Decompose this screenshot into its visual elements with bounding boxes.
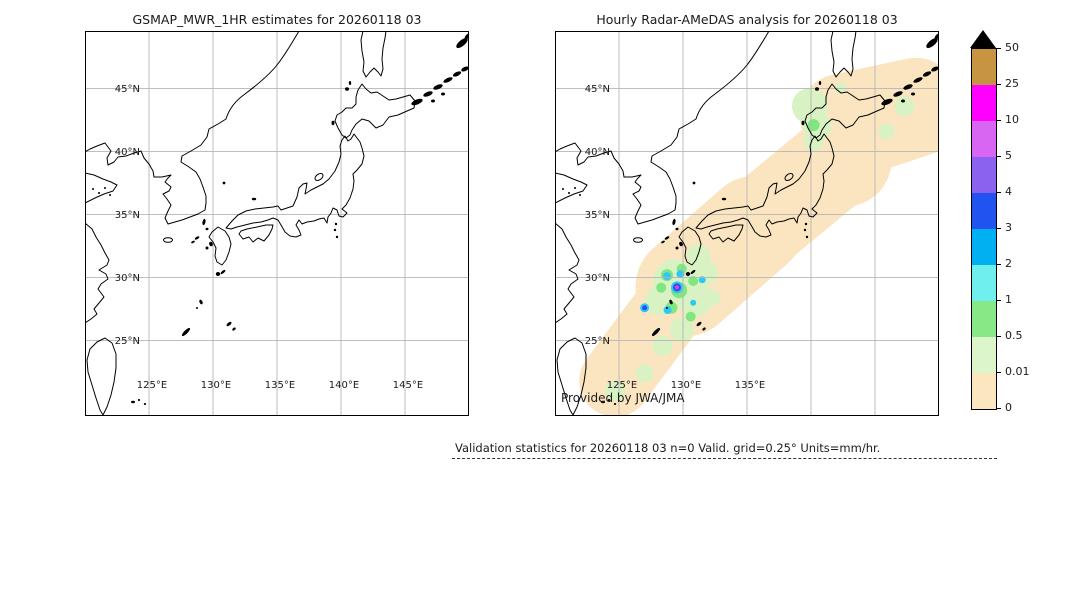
colorbar-over-triangle — [970, 30, 996, 48]
colorbar-tick-label: 50 — [1005, 40, 1019, 54]
precip-patch-light — [669, 317, 694, 342]
precip-patch-light — [686, 244, 711, 269]
footer-dashed-line — [452, 458, 997, 459]
precip-patch-mod — [685, 311, 696, 322]
colorbar-tick — [997, 120, 1001, 121]
lon-axis-label: 130°E — [671, 380, 701, 391]
precip-patch-light — [704, 289, 721, 306]
colorbar-segment — [972, 193, 996, 229]
precip-patch-r2-3 — [690, 299, 697, 306]
colorbar-segment — [972, 121, 996, 157]
precip-patch-r2-3 — [663, 272, 671, 281]
lat-axis-label: 25°N — [115, 336, 140, 347]
colorbar-tick — [997, 156, 1001, 157]
axis-labels: 125°E 130°E 135°E 45°N 40°N 35°N 30°N 25°N — [585, 84, 765, 391]
gsmap-map-panel: 125°E 130°E 135°E 140°E 145°E 45°N 40°N 35°N 30°… — [85, 31, 469, 416]
colorbar-tick — [997, 192, 1001, 193]
lon-axis-label: 125°E — [607, 380, 637, 391]
colorbar-segment — [972, 85, 996, 121]
graticule — [85, 31, 469, 416]
colorbar-tick-label: 0.5 — [1005, 328, 1023, 342]
colorbar-segment — [972, 373, 996, 409]
lat-axis-label: 35°N — [585, 210, 610, 221]
colorbar-tick-label: 10 — [1005, 112, 1019, 126]
colorbar-tick — [997, 48, 1001, 49]
lon-axis-label: 125°E — [137, 380, 167, 391]
colorbar-tick-label: 1 — [1005, 292, 1012, 306]
colorbar-tick-label: 0.01 — [1005, 364, 1030, 378]
colorbar-tick-label: 0 — [1005, 400, 1012, 414]
gsmap-map-svg: 125°E 130°E 135°E 140°E 145°E 45°N 40°N 35°N 30°… — [85, 31, 469, 416]
lon-axis-label: 135°E — [265, 380, 295, 391]
lon-axis-label: 130°E — [201, 380, 231, 391]
lat-axis-label: 40°N — [585, 147, 610, 158]
validation-stats-text: Validation statistics for 20260118 03 n=… — [455, 441, 881, 455]
colorbar-tick — [997, 336, 1001, 337]
lon-axis-label: 145°E — [393, 380, 423, 391]
precip-patch-light — [878, 123, 895, 140]
colorbar-tick — [997, 228, 1001, 229]
precip-patch-mod — [688, 276, 699, 286]
precip-patch-r2-3 — [663, 306, 672, 314]
colorbar-tick — [997, 372, 1001, 373]
lat-axis-label: 30°N — [115, 273, 140, 284]
precip-patch-r2-3 — [676, 270, 685, 279]
right-panel-title: Hourly Radar-AMeDAS analysis for 2026011… — [596, 12, 898, 27]
precip-patch-r2-3 — [698, 276, 706, 284]
lat-axis-label: 45°N — [585, 84, 610, 95]
colorbar-segment — [972, 49, 996, 85]
map-frame — [85, 31, 469, 416]
precip-patch-r10-25 — [675, 285, 679, 290]
precip-patch-light — [834, 82, 847, 94]
colorbar-segment — [972, 265, 996, 301]
colorbar-tick — [997, 84, 1001, 85]
precip-patch-r3-4 — [642, 305, 648, 311]
colorbar: 50 25 10 5 4 3 2 1 0.5 0.01 0 — [969, 30, 1079, 430]
precip-overlay — [579, 57, 939, 416]
colorbar-segment — [972, 229, 996, 265]
colorbar-tick-label: 3 — [1005, 220, 1012, 234]
precip-patch-mod — [807, 119, 820, 132]
radar-map-svg: 125°E 130°E 135°E 45°N 40°N 35°N 30°N 25°N — [555, 31, 939, 416]
colorbar-tick — [997, 300, 1001, 301]
lat-axis-label: 30°N — [585, 273, 610, 284]
lon-axis-label: 135°E — [735, 380, 765, 391]
precip-patch-light — [652, 335, 673, 356]
colorbar-tick-label: 2 — [1005, 256, 1012, 270]
lat-axis-label: 25°N — [585, 336, 610, 347]
lat-axis-label: 45°N — [115, 84, 140, 95]
graticule — [555, 31, 939, 416]
radar-map-panel: 125°E 130°E 135°E 45°N 40°N 35°N 30°N 25°N Prov… — [555, 31, 939, 416]
colorbar-tick-label: 5 — [1005, 148, 1012, 162]
colorbar-tick — [997, 264, 1001, 265]
colorbar-segment — [972, 157, 996, 193]
colorbar-bar — [971, 48, 997, 410]
precip-patch-light — [894, 96, 915, 117]
lat-axis-label: 35°N — [115, 210, 140, 221]
precip-patch-light — [605, 381, 626, 401]
colorbar-tick-label: 25 — [1005, 76, 1019, 90]
colorbar-segment — [972, 301, 996, 337]
lon-axis-label: 140°E — [329, 380, 359, 391]
colorbar-segment — [972, 337, 996, 373]
colorbar-tick-label: 4 — [1005, 184, 1012, 198]
left-panel-title: GSMAP_MWR_1HR estimates for 20260118 03 — [132, 12, 422, 27]
map-frame — [555, 31, 939, 416]
provided-by-label: Provided by JWA/JMA — [561, 391, 685, 405]
precip-patch-mod — [656, 282, 667, 293]
colorbar-tick — [997, 408, 1001, 409]
axis-labels: 125°E 130°E 135°E 140°E 145°E 45°N 40°N 35°N 30°… — [115, 84, 423, 391]
precip-patch-light — [635, 364, 654, 383]
lat-axis-label: 40°N — [115, 147, 140, 158]
